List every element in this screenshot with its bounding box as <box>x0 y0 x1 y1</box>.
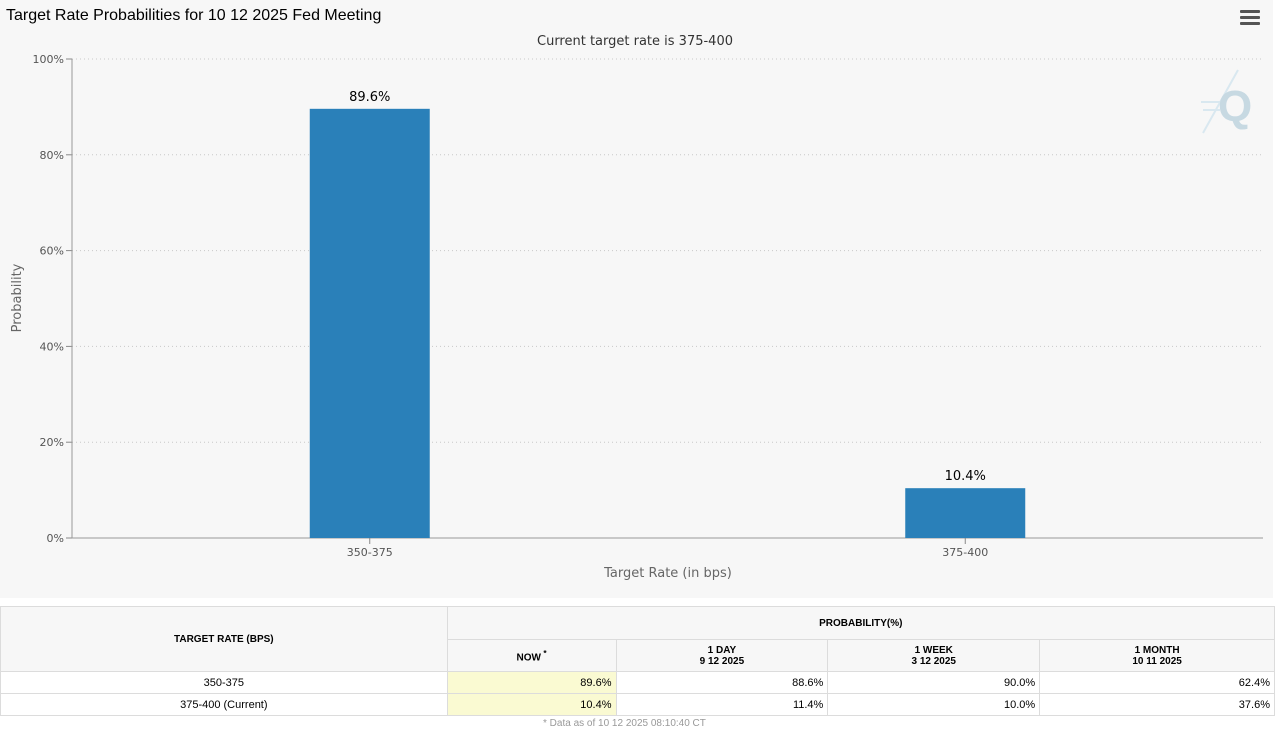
probability-cell: 62.4% <box>1039 671 1275 694</box>
probability-cell: 89.6% <box>446 671 617 694</box>
bar-chart: 0% 20% 40% 60% 80% 100% 89.6% 350-375 10.4% 375-4… <box>10 34 1263 581</box>
y-tick-label: 40% <box>40 340 64 353</box>
probability-cell: 37.6% <box>1039 693 1275 716</box>
probability-cell: 88.6% <box>615 671 829 694</box>
x-tick-label: 375-400 <box>942 546 988 559</box>
y-tick-label: 80% <box>40 149 64 162</box>
bar-350-375[interactable] <box>309 108 430 538</box>
y-tick-label: 0% <box>47 532 64 545</box>
watermark-logo: Q <box>1201 69 1252 134</box>
probability-cell: 11.4% <box>615 693 829 716</box>
x-axis-title: Target Rate (in bps) <box>603 566 732 581</box>
y-tick-label: 60% <box>40 245 64 258</box>
chart-subtitle: Current target rate is 375-400 <box>537 34 733 49</box>
target-rate-header: TARGET RATE (BPS) <box>0 606 448 672</box>
probability-cell: 10.4% <box>446 693 617 716</box>
probability-table: TARGET RATE (BPS) PROBABILITY(%) NOW * 1 … <box>0 606 1276 716</box>
rate-cell: 375-400 (Current) <box>0 693 448 716</box>
hamburger-menu-icon[interactable] <box>1240 10 1260 28</box>
probability-table-container: TARGET RATE (BPS) PROBABILITY(%) NOW * 1 … <box>0 606 1277 716</box>
bar-375-400[interactable] <box>905 488 1026 538</box>
data-label: 10.4% <box>945 469 986 484</box>
probability-cell: 10.0% <box>827 693 1041 716</box>
probability-header: PROBABILITY(%) <box>446 606 1276 640</box>
y-tick-label: 20% <box>40 436 64 449</box>
chart-panel: 0% 20% 40% 60% 80% 100% 89.6% 350-375 10.4% 375-4… <box>6 7 1263 581</box>
column-header: NOW * <box>446 639 617 672</box>
rate-cell: 350-375 <box>0 671 448 694</box>
column-header: 1 MONTH 10 11 2025 <box>1039 639 1275 672</box>
column-header: 1 DAY 9 12 2025 <box>615 639 829 672</box>
column-header: 1 WEEK 3 12 2025 <box>827 639 1041 672</box>
bars <box>309 108 1026 538</box>
probability-cell: 90.0% <box>827 671 1041 694</box>
labels: 0% 20% 40% 60% 80% 100% 89.6% 350-375 10.4% 375-4… <box>10 34 988 581</box>
chart-title: Target Rate Probabilities for 10 12 2025… <box>6 7 382 24</box>
data-label: 89.6% <box>349 90 390 105</box>
table-row: 375-400 (Current) 10.4% 11.4% 10.0% 37.6% <box>0 693 1275 716</box>
y-tick-label: 100% <box>33 53 64 66</box>
table-row: 350-375 89.6% 88.6% 90.0% 62.4% <box>0 671 1275 694</box>
footnote: * Data as of 10 12 2025 08:10:40 CT <box>543 718 706 729</box>
watermark-letter: Q <box>1218 82 1252 131</box>
grid-lines <box>66 58 1263 544</box>
y-axis-title: Probability <box>10 263 25 332</box>
x-tick-label: 350-375 <box>347 546 393 559</box>
